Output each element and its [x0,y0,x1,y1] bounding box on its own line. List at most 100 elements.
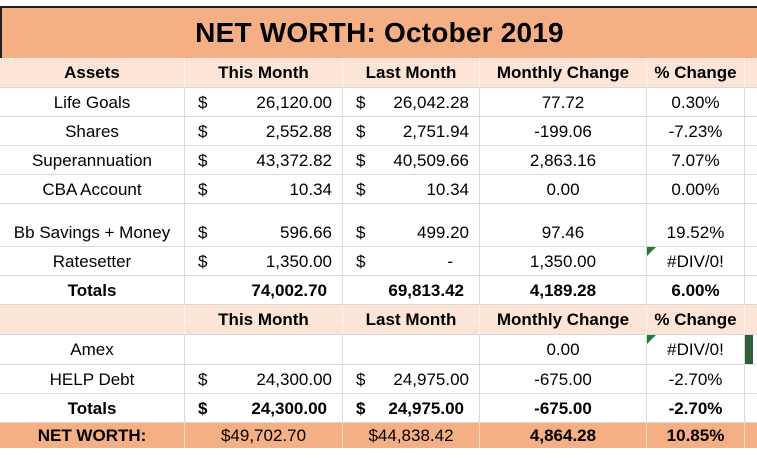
table-row: Assets This Month Last Month Monthly Change… [0,58,757,88]
amount-cell[interactable]: $1,350.00 [185,247,343,276]
row-label[interactable]: Shares [0,117,185,146]
totals-monthly-change-cell[interactable]: 4,189.28 [480,276,647,305]
amount-cell[interactable]: $10.34 [185,175,343,204]
pct-change-cell[interactable]: #DIV/0! [647,247,745,276]
totals-label[interactable]: Totals [0,394,185,423]
amount-cell[interactable]: 69,813.42 [343,276,480,305]
amount-cell[interactable] [185,335,343,365]
pct-change-cell[interactable]: -2.70% [647,365,745,394]
gutter-cell [745,423,757,448]
col-header-last-month[interactable]: Last Month [343,305,480,335]
amount-value: 24,975.00 [393,369,469,389]
gutter-cell [745,117,757,146]
amount-cell[interactable]: $2,552.88 [185,117,343,146]
monthly-change-cell[interactable]: 97.46 [480,204,647,247]
monthly-change-cell[interactable]: -675.00 [480,365,647,394]
totals-monthly-change-cell[interactable]: -675.00 [480,394,647,423]
gutter-cell [745,146,757,175]
col-header-this-month[interactable]: This Month [185,305,343,335]
col-header-last-month[interactable]: Last Month [343,58,480,88]
amount-cell[interactable]: $596.66 [185,204,343,247]
currency-symbol: $ [198,223,208,242]
amount-value: - [447,251,453,271]
table-row: This Month Last Month Monthly Change% Chan… [0,305,757,335]
networth-this-month[interactable]: $49,702.70 [185,423,343,448]
table-row: NET WORTH: $49,702.70 $44,838.42 4,864.28 10… [0,423,757,448]
row-label[interactable]: HELP Debt [0,365,185,394]
totals-label[interactable]: Totals [0,276,185,305]
col-header-pct-change[interactable]: % Change [647,305,745,335]
gutter-cell [745,175,757,204]
amount-cell[interactable]: $499.20 [343,204,480,247]
spreadsheet-grid: Assets This Month Last Month Monthly Change… [0,58,757,448]
amount-cell[interactable]: 74,002.70 [185,276,343,305]
amount-cell[interactable]: $24,975.00 [343,365,480,394]
monthly-change-cell[interactable]: 2,863.16 [480,146,647,175]
currency-symbol: $ [356,251,366,271]
table-row: Superannuation $43,372.82 $40,509.66 2,863.… [0,146,757,175]
amount-cell[interactable]: $24,975.00 [343,394,480,423]
currency-symbol: $ [198,121,208,141]
error-flag-icon [647,247,656,256]
table-row: Ratesetter $1,350.00 $ -1,350.00 #DIV/0! [0,247,757,276]
gutter-cell [745,204,757,247]
row-label[interactable]: Superannuation [0,146,185,175]
col-header-pct-change[interactable]: % Change [647,58,745,88]
table-row: Bb Savings + Money $596.66 $499.20 97.46 19.… [0,204,757,247]
amount-value: 10.34 [289,179,332,199]
pct-change-cell[interactable]: 0.00% [647,175,745,204]
row-label[interactable]: CBA Account [0,175,185,204]
monthly-change-cell[interactable]: 0.00 [480,175,647,204]
pct-change-cell[interactable]: 7.07% [647,146,745,175]
amount-cell[interactable] [343,335,480,365]
amount-cell[interactable]: $24,300.00 [185,365,343,394]
amount-cell[interactable]: $10.34 [343,175,480,204]
section-header-label[interactable]: Assets [0,58,185,88]
amount-cell[interactable]: $43,372.82 [185,146,343,175]
monthly-change-cell[interactable]: 0.00 [480,335,647,365]
monthly-change-cell[interactable]: 77.72 [480,88,647,117]
gutter-cell [745,58,757,88]
networth-monthly-change[interactable]: 4,864.28 [480,423,647,448]
row-label[interactable]: Amex [0,335,185,365]
row-label[interactable]: Ratesetter [0,247,185,276]
pct-change-cell[interactable]: -7.23% [647,117,745,146]
col-header-monthly-change[interactable]: Monthly Change [480,305,647,335]
amount-value: 24,975.00 [388,398,464,418]
networth-last-month[interactable]: $44,838.42 [343,423,480,448]
pct-change-cell[interactable]: 6.00% [647,276,745,305]
table-row: Shares $2,552.88 $2,751.94 -199.06 -7.23% [0,117,757,146]
currency-symbol: $ [198,92,208,112]
amount-value: 43,372.82 [256,150,332,170]
currency-symbol: $ [356,223,366,242]
amount-value: 24,300.00 [251,398,327,418]
pct-change-cell[interactable]: -2.70% [647,394,745,423]
currency-symbol: $ [198,369,208,389]
net-worth-spreadsheet: NET WORTH: October 2019 Assets This Month… [0,6,757,448]
currency-symbol: $ [356,150,366,170]
gutter-cell [745,305,757,335]
amount-cell[interactable]: $2,751.94 [343,117,480,146]
gutter-cell [745,276,757,305]
col-header-monthly-change[interactable]: Monthly Change [480,58,647,88]
monthly-change-cell[interactable]: -199.06 [480,117,647,146]
networth-pct-change[interactable]: 10.85% [647,423,745,448]
gutter-cell [745,88,757,117]
amount-cell[interactable]: $40,509.66 [343,146,480,175]
amount-cell[interactable]: $26,120.00 [185,88,343,117]
pct-change-cell[interactable]: 0.30% [647,88,745,117]
amount-cell[interactable]: $24,300.00 [185,394,343,423]
amount-cell[interactable]: $ - [343,247,480,276]
gutter-cell [745,394,757,423]
amount-value: 1,350.00 [265,251,332,271]
row-label[interactable]: Bb Savings + Money [0,204,185,247]
amount-value: 499.20 [417,223,469,242]
amount-cell[interactable]: $26,042.28 [343,88,480,117]
pct-change-cell[interactable]: 19.52% [647,204,745,247]
pct-change-cell[interactable]: #DIV/0! [647,335,745,365]
networth-label[interactable]: NET WORTH: [0,423,185,448]
row-label[interactable]: Life Goals [0,88,185,117]
monthly-change-cell[interactable]: 1,350.00 [480,247,647,276]
col-header-this-month[interactable]: This Month [185,58,343,88]
section-header-label[interactable] [0,305,185,335]
